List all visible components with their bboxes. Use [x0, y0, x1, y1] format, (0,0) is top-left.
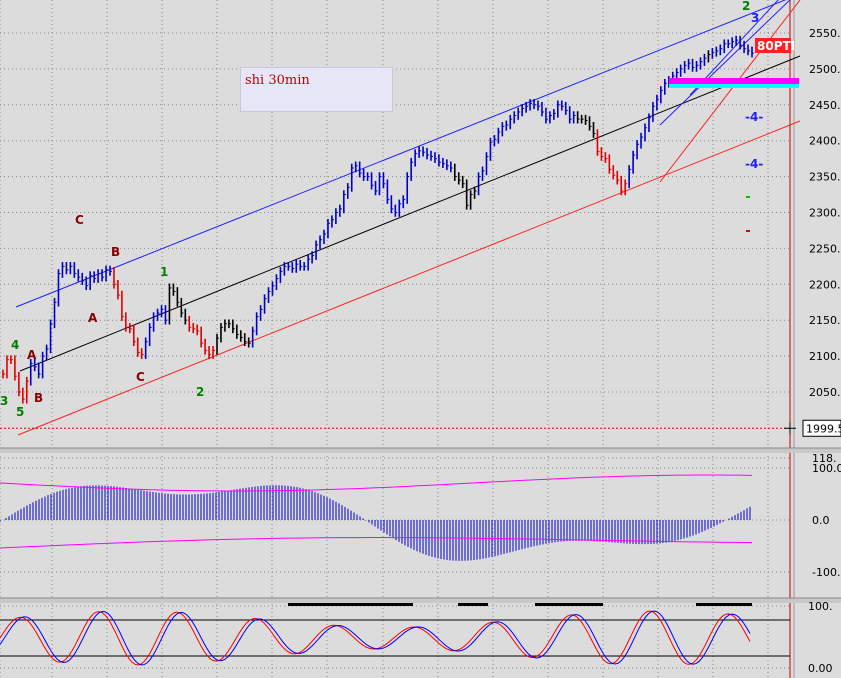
stoch-signal-bar	[288, 603, 413, 606]
price-tick-label: 2200.0	[809, 278, 841, 291]
wave-label-a-mid: A	[88, 311, 98, 325]
wave-label-4-right: -4-	[745, 110, 763, 124]
price-tick-label: 2150.0	[809, 314, 841, 327]
osc-tick-label: 100.0	[812, 462, 841, 475]
stoch-tick-label: 100.	[808, 600, 833, 613]
panel-separator	[0, 598, 841, 603]
wave-label-b-mid: B	[111, 245, 120, 259]
wave-label-5: 5	[16, 405, 24, 419]
marker-dot	[746, 196, 750, 198]
osc-tick-label: -100.0	[812, 566, 841, 579]
pti-badge	[755, 38, 791, 53]
price-tick-label: 2450.0	[809, 99, 841, 112]
channel-lower-line	[17, 120, 801, 436]
wave-label-c-mid: C	[136, 370, 145, 384]
price-tick-label: 2250.0	[809, 242, 841, 255]
price-tick-label: 2050.0	[809, 386, 841, 399]
osc-upper-band	[0, 474, 753, 492]
wave-label-3: 3	[0, 394, 8, 408]
short-channel-lower	[659, 0, 801, 183]
panel-separator	[0, 448, 841, 453]
wave-label-3-top: 3	[751, 11, 759, 25]
marker-dot	[746, 230, 750, 232]
wave-label-b: B	[34, 391, 43, 405]
stoch-signal-bar	[535, 603, 603, 606]
osc-tick-label: 0.0	[812, 514, 830, 527]
price-tick-label: 2300.0	[809, 207, 841, 220]
wave-label-2: 2	[196, 385, 204, 399]
wave-label-4-right: -4-	[745, 157, 763, 171]
short-channel-upper	[659, 0, 791, 126]
stoch-signal-bar	[696, 603, 752, 606]
resistance-band	[669, 78, 799, 84]
osc-tick-label: 118.	[812, 452, 837, 465]
wave-label-a: A	[27, 348, 37, 362]
channel-mid-line	[19, 55, 801, 372]
stoch-tick-label: 0.00	[808, 662, 833, 675]
wave-label-4: 4	[11, 338, 19, 352]
wave-label-1: 1	[160, 265, 168, 279]
channel-upper-line	[15, 0, 787, 308]
cursor-value-label: 1999.5	[806, 422, 841, 435]
stoch-d-line	[0, 610, 751, 666]
price-tick-label: 2350.0	[809, 171, 841, 184]
support-band	[669, 84, 799, 88]
wave-label-c: C	[75, 213, 84, 227]
price-tick-label: 2500.0	[809, 63, 841, 76]
osc-lower-band	[0, 537, 753, 549]
price-tick-label: 2100.0	[809, 350, 841, 363]
stoch-signal-bar	[458, 603, 488, 606]
chart-title-box: shi 30min	[240, 67, 393, 112]
cursor-value-box	[802, 419, 841, 437]
price-tick-label: 2400.0	[809, 135, 841, 148]
pti-label: 80PTI	[757, 39, 795, 53]
chart-title: shi 30min	[245, 73, 310, 88]
wave-label-2-top: 2	[742, 0, 750, 13]
price-tick-label: 2550.0	[809, 27, 841, 40]
